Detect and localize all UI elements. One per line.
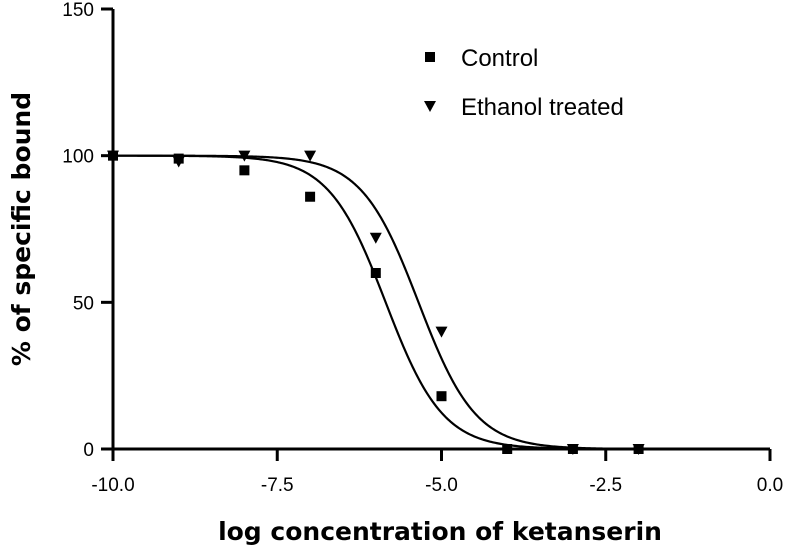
data-point-control [305,191,316,202]
x-tick-label: -2.5 [589,475,622,496]
data-point-ethanol-treated [107,150,119,162]
data-point-control [436,391,447,402]
data-point-control [239,165,250,176]
y-tick-label: 0 [83,440,94,461]
x-tick-label: -5.0 [425,475,458,496]
axes: 0 50 100 150 -10.0 -7.5 -5.0 -2.5 0.0 [62,0,783,496]
data-point-control [370,268,381,278]
legend-label-ethanol-treated: Ethanol treated [461,94,624,121]
data-point-control [502,444,513,454]
x-tick-label: -7.5 [261,475,294,496]
x-axis-title: log concentration of ketanserin [218,517,662,546]
y-tick-label: 150 [62,0,94,21]
legend-marker-control [425,52,435,62]
legend: Control Ethanol treated [424,45,624,121]
legend-label-control: Control [461,45,538,72]
fit-curves [113,154,639,451]
y-axis-title: % of specific bound [7,92,36,366]
y-tick-label: 50 [73,293,94,314]
legend-marker-ethanol-treated [424,101,436,112]
fit-curve-ethanol-treated [113,154,639,450]
data-point-ethanol-treated [632,444,645,455]
data-point-ethanol-treated [369,232,382,244]
data-point-ethanol-treated [304,150,317,162]
fit-curve-control [113,154,639,451]
data-point-ethanol-treated [566,444,579,455]
data-point-ethanol-treated [172,156,185,168]
data-point-ethanol-treated [435,326,448,338]
x-tick-label: -10.0 [91,475,134,496]
y-tick-label: 100 [62,147,94,168]
x-tick-label: 0.0 [757,475,783,496]
data-points [107,150,645,455]
data-point-ethanol-treated [238,150,251,162]
